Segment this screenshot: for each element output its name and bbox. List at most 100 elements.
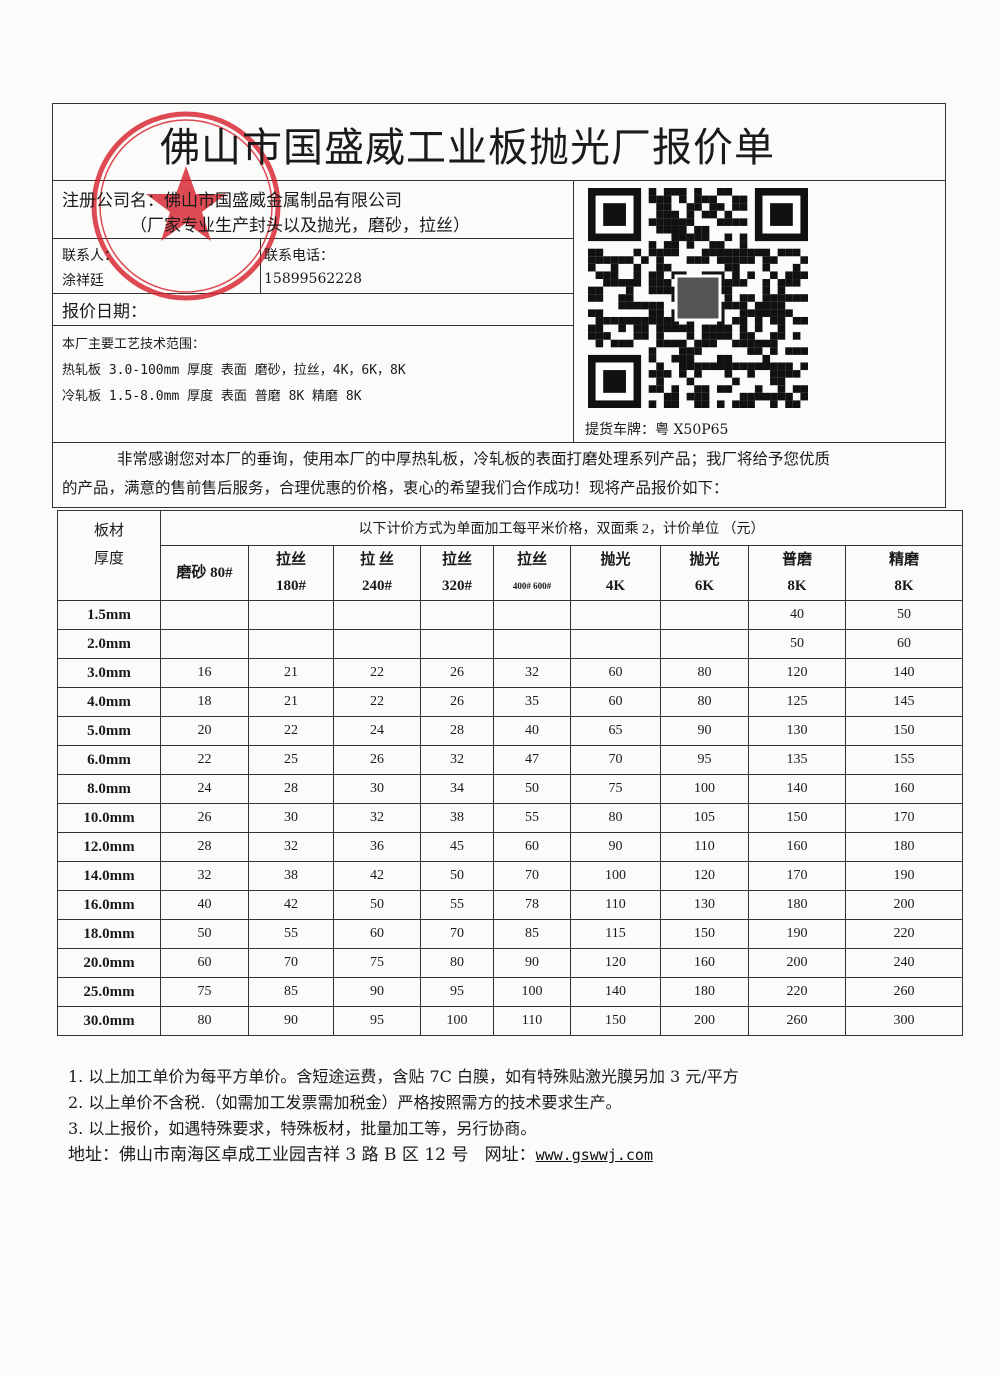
- price-cell: 260: [748, 1006, 846, 1036]
- price-cell: 150: [748, 803, 846, 833]
- price-cell: 22: [333, 658, 421, 688]
- price-cell: 60: [160, 948, 249, 978]
- website-link[interactable]: www.gswwj.com: [535, 1146, 653, 1164]
- thickness-cell: 1.5mm: [57, 600, 161, 630]
- column-header-line: 拉 丝: [360, 552, 394, 568]
- price-cell: [248, 629, 334, 659]
- thickness-cell: 30.0mm: [57, 1006, 161, 1036]
- price-cell: 90: [333, 977, 421, 1007]
- price-cell: [493, 629, 571, 659]
- price-cell: 22: [248, 716, 334, 746]
- website-label: 网址：: [484, 1145, 536, 1165]
- price-cell: 160: [748, 832, 846, 862]
- price-cell: 75: [570, 774, 661, 804]
- thickness-cell: 14.0mm: [57, 861, 161, 891]
- price-cell: [493, 600, 571, 630]
- capabilities-heading: 本厂主要工艺技术范围：: [62, 337, 206, 352]
- table-row: 2.0mm 50 60: [57, 629, 964, 659]
- price-cell: [160, 600, 249, 630]
- frame-right: [945, 103, 946, 508]
- price-cell: 22: [160, 745, 249, 775]
- address-row: 地址：佛山市南海区卓成工业园吉祥 3 路 B 区 12 号 网址：www.gsw…: [68, 1142, 739, 1168]
- price-cell: 80: [420, 948, 494, 978]
- price-cell: 70: [570, 745, 661, 775]
- address: 佛山市南海区卓成工业园吉祥 3 路 B 区 12 号: [119, 1145, 469, 1165]
- price-cell: 21: [248, 658, 334, 688]
- price-cell: 170: [748, 861, 846, 891]
- price-cell: 300: [844, 1006, 964, 1036]
- price-cell: 200: [660, 1006, 749, 1036]
- price-cell: 90: [248, 1006, 334, 1036]
- price-cell: 220: [748, 977, 846, 1007]
- divider: [52, 238, 573, 239]
- price-cell: 40: [160, 890, 249, 920]
- price-cell: 75: [333, 948, 421, 978]
- table-row: 18.0mm 50 55 60 70 85 115 150 190 220: [57, 919, 964, 949]
- divider: [52, 325, 573, 326]
- thickness-cell: 16.0mm: [57, 890, 161, 920]
- table-row: 1.5mm 40 50: [57, 600, 964, 630]
- price-cell: 20: [160, 716, 249, 746]
- thickness-cell: 25.0mm: [57, 977, 161, 1007]
- price-cell: [570, 629, 661, 659]
- price-cell: 36: [333, 832, 421, 862]
- price-cell: 80: [660, 658, 749, 688]
- price-cell: 25: [248, 745, 334, 775]
- price-cell: 240: [844, 948, 964, 978]
- price-cell: 100: [660, 774, 749, 804]
- thickness-cell: 8.0mm: [57, 774, 161, 804]
- price-cell: 70: [420, 919, 494, 949]
- price-cell: 34: [420, 774, 494, 804]
- price-cell: 155: [844, 745, 964, 775]
- price-cell: 260: [844, 977, 964, 1007]
- price-cell: [420, 600, 494, 630]
- price-cell: 32: [248, 832, 334, 862]
- column-header-line: 8K: [894, 578, 914, 594]
- price-cell: 32: [493, 658, 571, 688]
- price-cell: 50: [160, 919, 249, 949]
- price-cell: 24: [333, 716, 421, 746]
- price-cell: 110: [570, 890, 661, 920]
- price-cell: [333, 629, 421, 659]
- table-row: 6.0mm 22 25 26 32 47 70 95 135 155: [57, 745, 964, 775]
- thickness-cell: 20.0mm: [57, 948, 161, 978]
- price-cell: 55: [493, 803, 571, 833]
- column-header: 拉丝 400# 600#: [493, 545, 571, 601]
- column-header-line: 抛光: [689, 552, 720, 568]
- divider: [52, 293, 573, 294]
- thickness-cell: 3.0mm: [57, 658, 161, 688]
- price-cell: 55: [420, 890, 494, 920]
- price-cell: 38: [420, 803, 494, 833]
- price-cell: 50: [420, 861, 494, 891]
- price-cell: 60: [570, 658, 661, 688]
- price-cell: 65: [570, 716, 661, 746]
- column-header-line: 拉丝: [275, 552, 306, 568]
- price-cell: 26: [333, 745, 421, 775]
- price-cell: 30: [248, 803, 334, 833]
- price-cell: 150: [660, 919, 749, 949]
- price-cell: 22: [333, 687, 421, 717]
- thickness-cell: 6.0mm: [57, 745, 161, 775]
- price-cell: 105: [660, 803, 749, 833]
- price-cell: 30: [333, 774, 421, 804]
- divider: [52, 180, 946, 181]
- price-cell: 160: [660, 948, 749, 978]
- column-header: 拉丝 180#: [248, 545, 334, 601]
- thickness-header: 板材 厚度: [57, 510, 161, 601]
- price-cell: 16: [160, 658, 249, 688]
- pickup-plate: 提货车牌：粤 X50P65: [585, 422, 729, 438]
- column-header-line: 4K: [605, 578, 626, 594]
- pricing-caption: 以下计价方式为单面加工每平米价格，双面乘 2，计价单位 （元）: [159, 510, 964, 546]
- price-cell: [160, 629, 249, 659]
- price-cell: 110: [660, 832, 749, 862]
- price-table: 板材 厚度 以下计价方式为单面加工每平米价格，双面乘 2，计价单位 （元） 磨砂…: [57, 510, 964, 1036]
- column-header-line: 精磨: [889, 552, 920, 568]
- thickness-cell: 10.0mm: [57, 803, 161, 833]
- price-cell: 42: [248, 890, 334, 920]
- column-header-line: 普磨: [781, 552, 812, 568]
- price-cell: 85: [248, 977, 334, 1007]
- table-row: 3.0mm 16 21 22 26 32 60 80 120 140: [57, 658, 964, 688]
- price-cell: 85: [493, 919, 571, 949]
- table-row: 8.0mm 24 28 30 34 50 75 100 140 160: [57, 774, 964, 804]
- price-cell: 26: [160, 803, 249, 833]
